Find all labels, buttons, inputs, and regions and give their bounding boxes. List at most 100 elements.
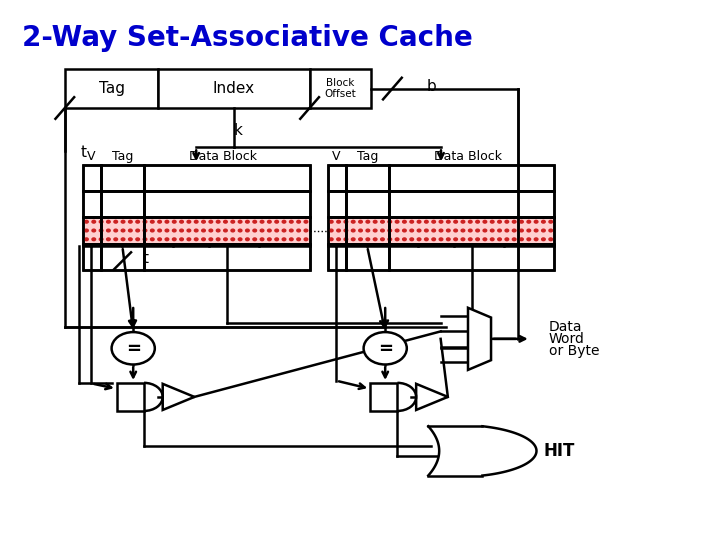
Circle shape (483, 229, 487, 232)
Circle shape (402, 220, 406, 223)
Text: =: = (126, 340, 140, 359)
Bar (83, 165, 101, 191)
Text: k: k (233, 123, 242, 138)
Bar (389, 165, 554, 191)
Bar (144, 244, 310, 270)
Circle shape (99, 229, 103, 232)
Polygon shape (416, 384, 448, 410)
Circle shape (143, 238, 147, 241)
Circle shape (238, 229, 242, 232)
Circle shape (275, 229, 279, 232)
Circle shape (121, 238, 125, 241)
Circle shape (194, 238, 198, 241)
Text: t: t (143, 251, 148, 266)
Circle shape (231, 229, 235, 232)
Circle shape (549, 229, 552, 232)
Circle shape (158, 238, 161, 241)
Circle shape (410, 238, 413, 241)
Bar (346, 191, 389, 217)
Circle shape (297, 220, 300, 223)
Circle shape (92, 229, 96, 232)
Circle shape (150, 220, 154, 223)
Circle shape (275, 220, 279, 223)
Bar (346, 165, 389, 191)
Bar (346, 191, 389, 217)
Text: Tag: Tag (99, 81, 125, 96)
Circle shape (282, 229, 286, 232)
Circle shape (224, 229, 228, 232)
Circle shape (498, 220, 501, 223)
Circle shape (366, 238, 369, 241)
Bar (389, 217, 554, 244)
Bar (101, 165, 144, 191)
Circle shape (476, 238, 480, 241)
Circle shape (359, 220, 362, 223)
Bar (144, 217, 310, 244)
Circle shape (330, 220, 333, 223)
Circle shape (418, 220, 421, 223)
Circle shape (454, 220, 457, 223)
Circle shape (483, 220, 487, 223)
Circle shape (446, 220, 450, 223)
Circle shape (99, 238, 103, 241)
Circle shape (194, 220, 198, 223)
Circle shape (304, 229, 307, 232)
Circle shape (114, 229, 117, 232)
Text: Data: Data (549, 320, 582, 334)
Circle shape (268, 238, 271, 241)
Circle shape (268, 229, 271, 232)
Circle shape (136, 238, 140, 241)
Bar (83, 165, 101, 191)
Circle shape (282, 238, 286, 241)
Circle shape (165, 238, 168, 241)
Bar (328, 191, 346, 217)
Circle shape (180, 229, 184, 232)
Circle shape (173, 229, 176, 232)
Circle shape (216, 238, 220, 241)
Circle shape (121, 220, 125, 223)
Circle shape (297, 229, 300, 232)
Circle shape (268, 220, 271, 223)
Circle shape (541, 220, 545, 223)
Circle shape (534, 238, 538, 241)
Bar (144, 191, 310, 217)
Circle shape (432, 238, 436, 241)
Circle shape (246, 220, 249, 223)
Circle shape (253, 220, 256, 223)
Circle shape (534, 220, 538, 223)
Circle shape (224, 220, 228, 223)
Circle shape (260, 238, 264, 241)
Circle shape (344, 220, 348, 223)
Circle shape (246, 238, 249, 241)
Circle shape (410, 220, 413, 223)
Circle shape (129, 238, 132, 241)
Circle shape (85, 238, 89, 241)
Circle shape (364, 332, 407, 365)
Bar (144, 165, 310, 191)
Circle shape (432, 229, 436, 232)
Circle shape (209, 220, 212, 223)
Circle shape (289, 220, 293, 223)
Circle shape (461, 238, 464, 241)
Text: t: t (81, 145, 86, 160)
Circle shape (121, 229, 125, 232)
Polygon shape (468, 308, 491, 370)
Circle shape (402, 238, 406, 241)
Bar (101, 165, 144, 191)
Circle shape (461, 220, 464, 223)
Circle shape (520, 220, 523, 223)
Circle shape (158, 220, 161, 223)
Circle shape (549, 220, 552, 223)
Circle shape (165, 220, 168, 223)
Circle shape (107, 220, 110, 223)
Circle shape (187, 238, 191, 241)
Bar (346, 217, 389, 244)
Circle shape (297, 238, 300, 241)
Circle shape (366, 220, 369, 223)
Circle shape (187, 220, 191, 223)
Bar (83, 217, 101, 244)
Circle shape (194, 229, 198, 232)
Circle shape (527, 220, 531, 223)
Circle shape (129, 229, 132, 232)
Bar (158, 69, 310, 108)
